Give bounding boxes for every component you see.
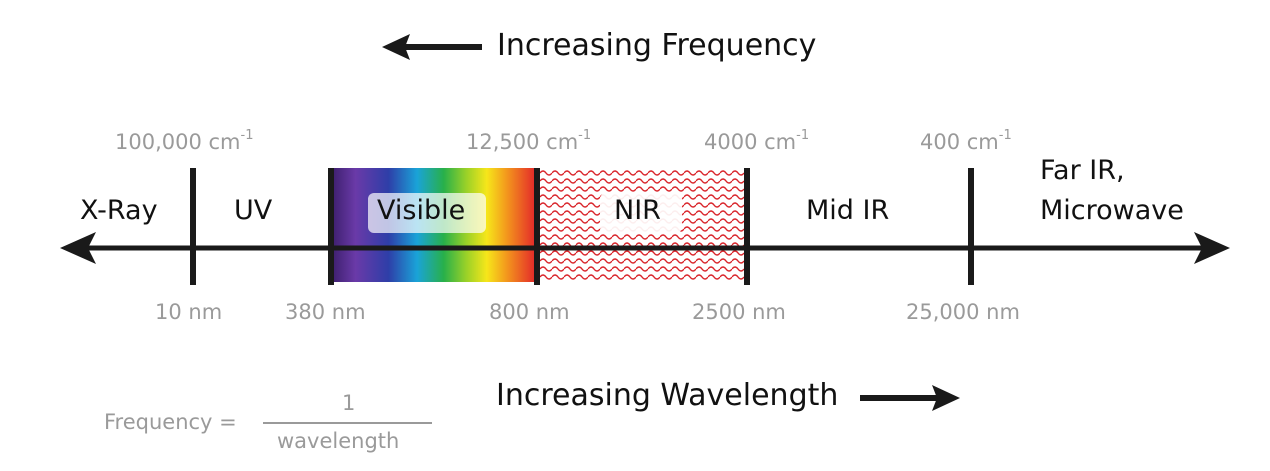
- frequency-arrowhead: [382, 34, 410, 60]
- wavenumber-label: 400 cm-1: [920, 128, 1012, 154]
- nir-label-box: [600, 193, 682, 233]
- axis-right-arrowhead: [1194, 232, 1230, 264]
- wavelength-label: 380 nm: [285, 300, 366, 324]
- wavenumber-label: 4000 cm-1: [704, 128, 810, 154]
- axis-left-arrowhead: [60, 232, 96, 264]
- region-xray: X-Ray: [80, 195, 158, 226]
- wavelength-title: Increasing Wavelength: [496, 378, 839, 413]
- visible-label-box: [368, 193, 486, 233]
- wavenumber-label: 12,500 cm-1: [466, 128, 592, 154]
- region-visible: Visible: [377, 195, 466, 226]
- wavelength-label: 2500 nm: [692, 300, 786, 324]
- region-mid-ir: Mid IR: [806, 195, 890, 226]
- wavenumber-label: 100,000 cm-1: [115, 128, 254, 154]
- frequency-title: Increasing Frequency: [497, 28, 817, 63]
- formula-lhs: Frequency =: [104, 410, 237, 434]
- wavelength-label: 25,000 nm: [906, 300, 1020, 324]
- wavelength-label: 800 nm: [489, 300, 570, 324]
- region-uv: UV: [234, 195, 273, 226]
- wavelength-arrowhead: [932, 385, 960, 411]
- region-nir: NIR: [614, 195, 661, 226]
- formula-denominator: wavelength: [277, 429, 400, 453]
- wavelength-label: 10 nm: [155, 300, 223, 324]
- region-far-ir: Far IR,: [1040, 155, 1125, 186]
- region-microwave: Microwave: [1040, 195, 1184, 226]
- formula-numerator: 1: [342, 391, 356, 415]
